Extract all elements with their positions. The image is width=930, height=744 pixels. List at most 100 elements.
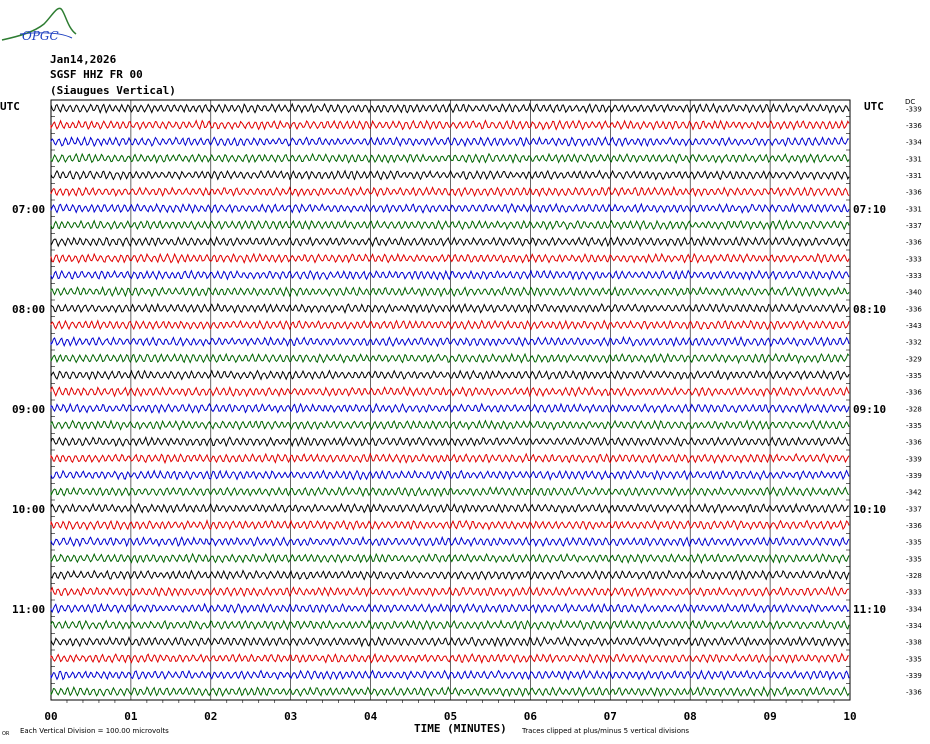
seismic-trace — [50, 152, 850, 165]
dc-offset-label: -336 — [906, 389, 922, 397]
dc-offset-label: -333 — [906, 272, 922, 280]
left-time-label: 11:00 — [12, 603, 46, 616]
seismic-trace — [50, 669, 850, 681]
left-time-label: 09:00 — [12, 403, 46, 416]
dc-offset-label: -335 — [906, 655, 922, 663]
dc-offset-label: -334 — [906, 605, 922, 613]
seismic-trace — [50, 119, 850, 131]
seismic-trace — [50, 586, 849, 598]
x-axis-label: TIME (MINUTES) — [414, 722, 507, 735]
dc-offset-label: -333 — [906, 589, 922, 597]
dc-offset-label: -329 — [906, 355, 922, 363]
left-time-label: 07:00 — [12, 203, 46, 216]
dc-offset-label: -343 — [906, 322, 922, 330]
seismic-trace — [50, 519, 850, 531]
dc-offset-label: -337 — [906, 505, 922, 513]
dc-offset-label: -336 — [906, 122, 922, 130]
seismic-trace — [50, 269, 850, 281]
seismic-trace — [50, 185, 850, 198]
seismic-trace — [50, 635, 850, 648]
seismic-trace — [50, 502, 850, 514]
seismic-trace — [50, 252, 850, 265]
dc-offset-label: -335 — [906, 372, 922, 380]
right-time-label: 09:10 — [853, 403, 887, 416]
dc-offset-label: -340 — [906, 289, 922, 297]
seismic-trace — [50, 352, 850, 365]
seismic-trace — [50, 435, 850, 448]
x-tick-label: 04 — [364, 710, 378, 723]
seismic-trace — [50, 235, 850, 248]
right-time-label: 10:10 — [853, 503, 887, 516]
x-tick-label: 10 — [843, 710, 856, 723]
scale-note: Each Vertical Division = 100.00 microvol… — [20, 727, 169, 735]
seismic-trace — [50, 219, 850, 231]
seismic-trace — [50, 202, 850, 215]
dc-offset-label: -328 — [906, 572, 922, 580]
seismic-trace — [50, 302, 850, 315]
x-tick-label: 02 — [204, 710, 217, 723]
seismic-trace — [50, 169, 850, 181]
x-tick-label: 07 — [604, 710, 617, 723]
dc-offset-label: -336 — [906, 439, 922, 447]
x-tick-label: 06 — [524, 710, 538, 723]
seismic-trace — [50, 685, 850, 698]
left-utc-label: UTC — [0, 100, 20, 113]
dc-offset-label: -332 — [906, 339, 922, 347]
dc-offset-label: -336 — [906, 305, 922, 313]
seismic-trace — [50, 486, 850, 498]
seismic-trace — [50, 385, 850, 398]
dc-offset-label: -339 — [906, 105, 922, 113]
seismic-trace — [50, 135, 850, 148]
header-date: Jan14,2026 — [50, 53, 117, 66]
dc-offset-label: -335 — [906, 555, 922, 563]
seismic-trace — [50, 369, 850, 381]
x-tick-label: 03 — [284, 710, 297, 723]
right-time-label: 11:10 — [853, 603, 887, 616]
dc-offset-label: -335 — [906, 539, 922, 547]
dc-offset-label: -331 — [906, 205, 922, 213]
dc-offset-label: -336 — [906, 689, 922, 697]
seismic-trace — [50, 569, 850, 581]
seismic-trace — [50, 319, 850, 331]
dc-offset-label: -331 — [906, 172, 922, 180]
x-tick-label: 05 — [444, 710, 457, 723]
dc-offset-label: -334 — [906, 139, 922, 147]
opgc-logo: OPGC — [0, 2, 78, 44]
left-time-label: 08:00 — [12, 303, 46, 316]
header-location: (Siaugues Vertical) — [50, 84, 176, 97]
dc-offset-label: -335 — [906, 422, 922, 430]
dc-offset-label: -334 — [906, 622, 922, 630]
dc-offset-label: -333 — [906, 255, 922, 263]
right-time-label: 07:10 — [853, 203, 887, 216]
dc-offset-label: -342 — [906, 489, 922, 497]
x-tick-label: 09 — [763, 710, 776, 723]
header-station: SGSF HHZ FR 00 — [50, 68, 143, 81]
seismic-trace — [50, 552, 850, 565]
dc-offset-label: -328 — [906, 405, 922, 413]
dc-offset-label: -331 — [906, 155, 922, 163]
seismic-trace — [50, 419, 850, 431]
right-utc-label: UTC — [864, 100, 884, 113]
seismic-trace — [50, 285, 850, 298]
logo-mountain-icon: OPGC — [1, 7, 77, 43]
x-tick-label: 00 — [44, 710, 57, 723]
corner-mark: OR — [2, 731, 10, 737]
left-time-label: 10:00 — [12, 503, 46, 516]
dc-offset-label: -336 — [906, 189, 922, 197]
logo-text: OPGC — [22, 29, 59, 43]
seismic-trace — [50, 469, 850, 481]
seismic-trace — [50, 652, 850, 665]
dc-offset-label: -339 — [906, 672, 922, 680]
seismic-trace — [50, 618, 850, 631]
dc-label: DC — [905, 98, 916, 106]
x-tick-label: 08 — [684, 710, 697, 723]
seismic-trace — [50, 402, 850, 415]
dc-offset-label: -337 — [906, 222, 922, 230]
right-time-label: 08:10 — [853, 303, 887, 316]
seismic-trace — [50, 602, 850, 615]
seismic-trace — [50, 102, 850, 114]
dc-offset-label: -339 — [906, 472, 922, 480]
x-tick-label: 01 — [124, 710, 138, 723]
clip-note: Traces clipped at plus/minus 5 vertical … — [522, 727, 690, 735]
